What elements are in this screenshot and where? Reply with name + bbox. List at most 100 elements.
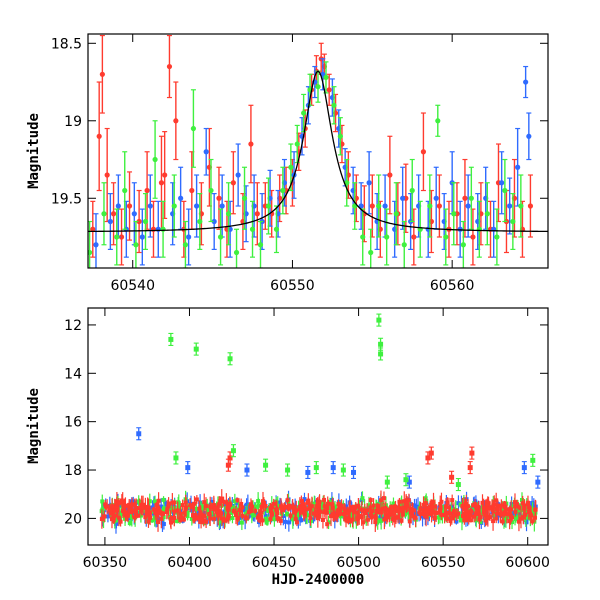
data-point: [278, 500, 283, 505]
data-point-group: [366, 151, 372, 215]
data-point: [249, 511, 254, 516]
data-point: [475, 509, 480, 514]
data-point: [237, 508, 242, 513]
data-point: [258, 514, 263, 519]
data-point: [513, 509, 518, 514]
data-point: [288, 513, 293, 518]
data-point: [473, 512, 478, 517]
data-point: [365, 517, 370, 522]
data-point: [478, 519, 483, 524]
data-point-group: [211, 193, 217, 251]
data-point: [168, 336, 174, 342]
data-point: [279, 504, 284, 509]
data-point: [408, 510, 413, 515]
data-point: [280, 187, 286, 194]
data-point: [406, 498, 411, 503]
data-point: [197, 218, 203, 225]
data-point: [392, 507, 397, 512]
data-point: [449, 474, 455, 480]
data-point: [132, 502, 137, 507]
data-point: [507, 203, 513, 209]
data-point: [382, 517, 387, 522]
data-point: [387, 512, 392, 517]
data-point: [142, 218, 149, 225]
data-point: [444, 504, 449, 509]
data-point: [181, 517, 186, 522]
bottom-panel-data: [99, 313, 541, 534]
data-point: [502, 187, 508, 194]
data-point: [396, 515, 401, 520]
data-point: [275, 503, 280, 508]
data-point: [469, 450, 475, 456]
data-point: [159, 516, 164, 521]
data-point: [101, 211, 107, 217]
data-point: [172, 500, 177, 505]
data-point: [454, 519, 459, 524]
data-point: [470, 234, 476, 240]
data-point: [304, 507, 309, 512]
data-point: [192, 501, 197, 506]
data-point: [93, 242, 99, 248]
data-point: [135, 513, 140, 518]
data-point: [99, 71, 105, 77]
data-point: [127, 502, 132, 507]
data-point: [125, 505, 130, 510]
data-point: [202, 514, 207, 519]
data-point-group: [507, 177, 513, 235]
data-point-group: [194, 174, 200, 238]
data-point: [119, 498, 124, 503]
data-point: [137, 506, 142, 511]
data-point: [235, 172, 241, 178]
data-point: [200, 505, 205, 510]
top-panel-ytick-label: 19: [64, 114, 82, 130]
data-point-group: [241, 166, 248, 230]
data-point: [428, 450, 434, 456]
data-point: [203, 149, 209, 155]
data-point: [523, 79, 529, 85]
data-point: [96, 133, 102, 139]
data-point: [259, 510, 264, 515]
data-point: [113, 521, 118, 526]
data-point: [250, 504, 255, 509]
data-point: [508, 513, 513, 518]
data-point: [255, 515, 260, 520]
data-point: [206, 508, 211, 513]
data-point: [102, 514, 107, 519]
data-point: [517, 505, 522, 510]
data-point-group: [152, 120, 158, 199]
data-point-group: [265, 177, 272, 235]
data-point: [216, 195, 222, 201]
data-point: [133, 508, 138, 513]
data-point: [525, 514, 530, 519]
data-point: [346, 516, 351, 521]
data-point: [139, 508, 144, 513]
data-point: [122, 509, 127, 514]
data-point-group: [96, 81, 102, 192]
data-point: [406, 510, 411, 515]
data-point: [271, 508, 276, 513]
data-point: [435, 118, 441, 124]
data-point: [161, 511, 166, 516]
data-point: [177, 505, 182, 510]
data-point: [376, 203, 382, 209]
data-point: [116, 501, 121, 506]
data-point: [376, 503, 381, 508]
data-point: [526, 510, 531, 515]
data-point: [378, 351, 384, 357]
data-point: [175, 508, 180, 513]
data-point: [344, 516, 349, 521]
data-point: [186, 234, 192, 240]
data-point: [479, 512, 484, 517]
data-point: [400, 506, 405, 511]
bottom-panel-ytick-label: 18: [64, 463, 82, 479]
data-point: [301, 110, 307, 116]
data-point: [445, 516, 450, 521]
data-point: [219, 203, 225, 209]
data-point: [103, 502, 108, 507]
data-point: [112, 513, 117, 518]
data-point-group: [401, 220, 407, 268]
data-point: [178, 511, 183, 516]
data-point-group: [257, 220, 264, 268]
data-point: [107, 218, 113, 225]
data-point: [412, 503, 417, 508]
